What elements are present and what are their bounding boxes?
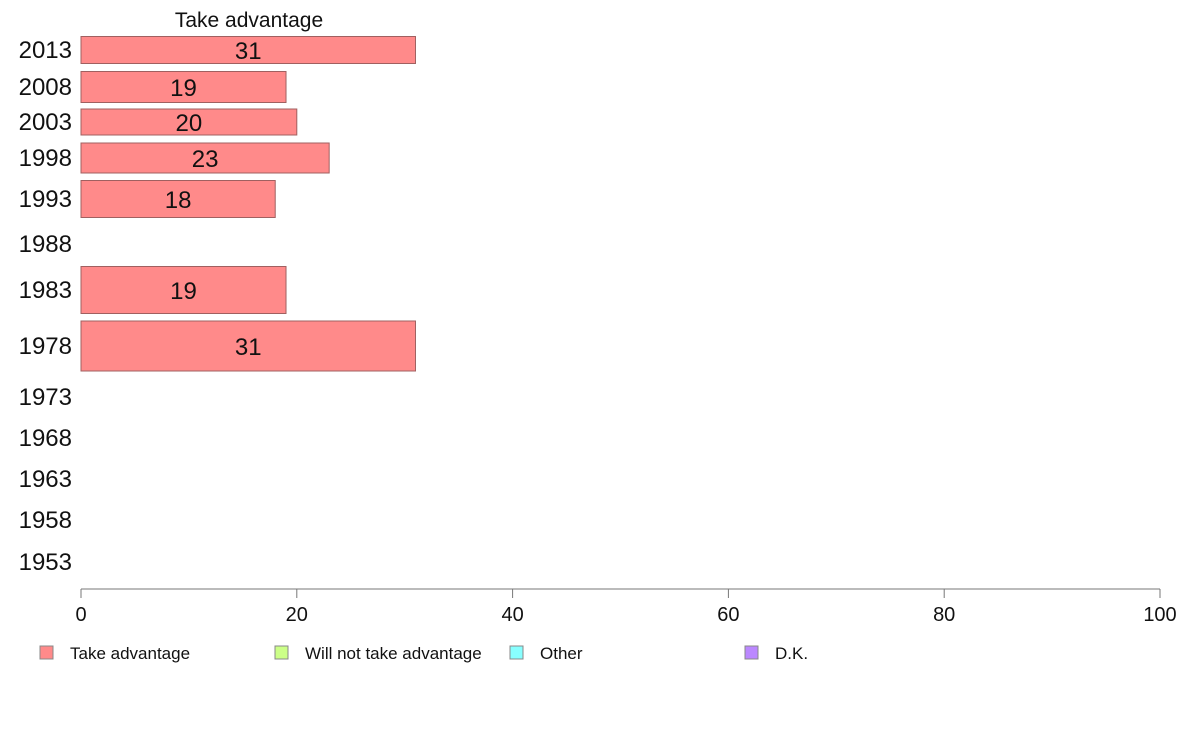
y-tick-label: 1998 <box>19 145 72 172</box>
y-tick-label: 1988 <box>19 231 72 258</box>
bar <box>80 71 287 103</box>
bar <box>80 108 298 136</box>
y-tick-label: 1978 <box>19 333 72 360</box>
legend-swatch <box>509 645 524 660</box>
legend-swatch <box>744 645 759 660</box>
bars-group: 2013 31 2008 19 2003 20 1998 23 1993 18 1988 1983 19… <box>19 36 416 576</box>
bar <box>80 320 416 372</box>
legend-label: Other <box>540 644 583 663</box>
y-tick-label: 2008 <box>19 74 72 101</box>
y-tick-label: 1958 <box>19 507 72 534</box>
data-label: 31 <box>235 38 262 65</box>
x-tick-label: 20 <box>286 604 308 626</box>
legend-swatch <box>274 645 289 660</box>
y-tick-label: 1968 <box>19 425 72 452</box>
data-label: 19 <box>170 75 197 102</box>
legend-label: D.K. <box>775 644 808 663</box>
y-tick-label: 1973 <box>19 384 72 411</box>
bar <box>80 266 287 314</box>
x-tick-label: 40 <box>501 604 523 626</box>
x-tick-label: 0 <box>75 604 86 626</box>
data-label: 23 <box>192 146 219 173</box>
y-tick-label: 1983 <box>19 277 72 304</box>
legend: Take advantage Will not take advantage Oth… <box>39 644 808 663</box>
data-label: 19 <box>170 278 197 305</box>
legend-label: Take advantage <box>70 644 190 663</box>
y-tick-label: 2003 <box>19 109 72 136</box>
x-tick-label: 60 <box>717 604 739 626</box>
legend-swatch <box>39 645 54 660</box>
bar <box>80 142 330 174</box>
data-label: 20 <box>176 110 203 137</box>
y-tick-label: 1963 <box>19 466 72 493</box>
bar <box>80 36 416 64</box>
x-tick-label: 100 <box>1143 604 1176 626</box>
x-axis-ticks: 0 20 40 60 80 100 <box>75 589 1177 626</box>
bar <box>80 180 276 218</box>
data-label: 18 <box>165 187 192 214</box>
x-tick-label: 80 <box>933 604 955 626</box>
legend-label: Will not take advantage <box>305 644 482 663</box>
y-tick-label: 1953 <box>19 549 72 576</box>
data-label: 31 <box>235 334 262 361</box>
y-tick-label: 2013 <box>19 37 72 64</box>
chart-title: Take advantage <box>175 9 323 32</box>
y-tick-label: 1993 <box>19 186 72 213</box>
